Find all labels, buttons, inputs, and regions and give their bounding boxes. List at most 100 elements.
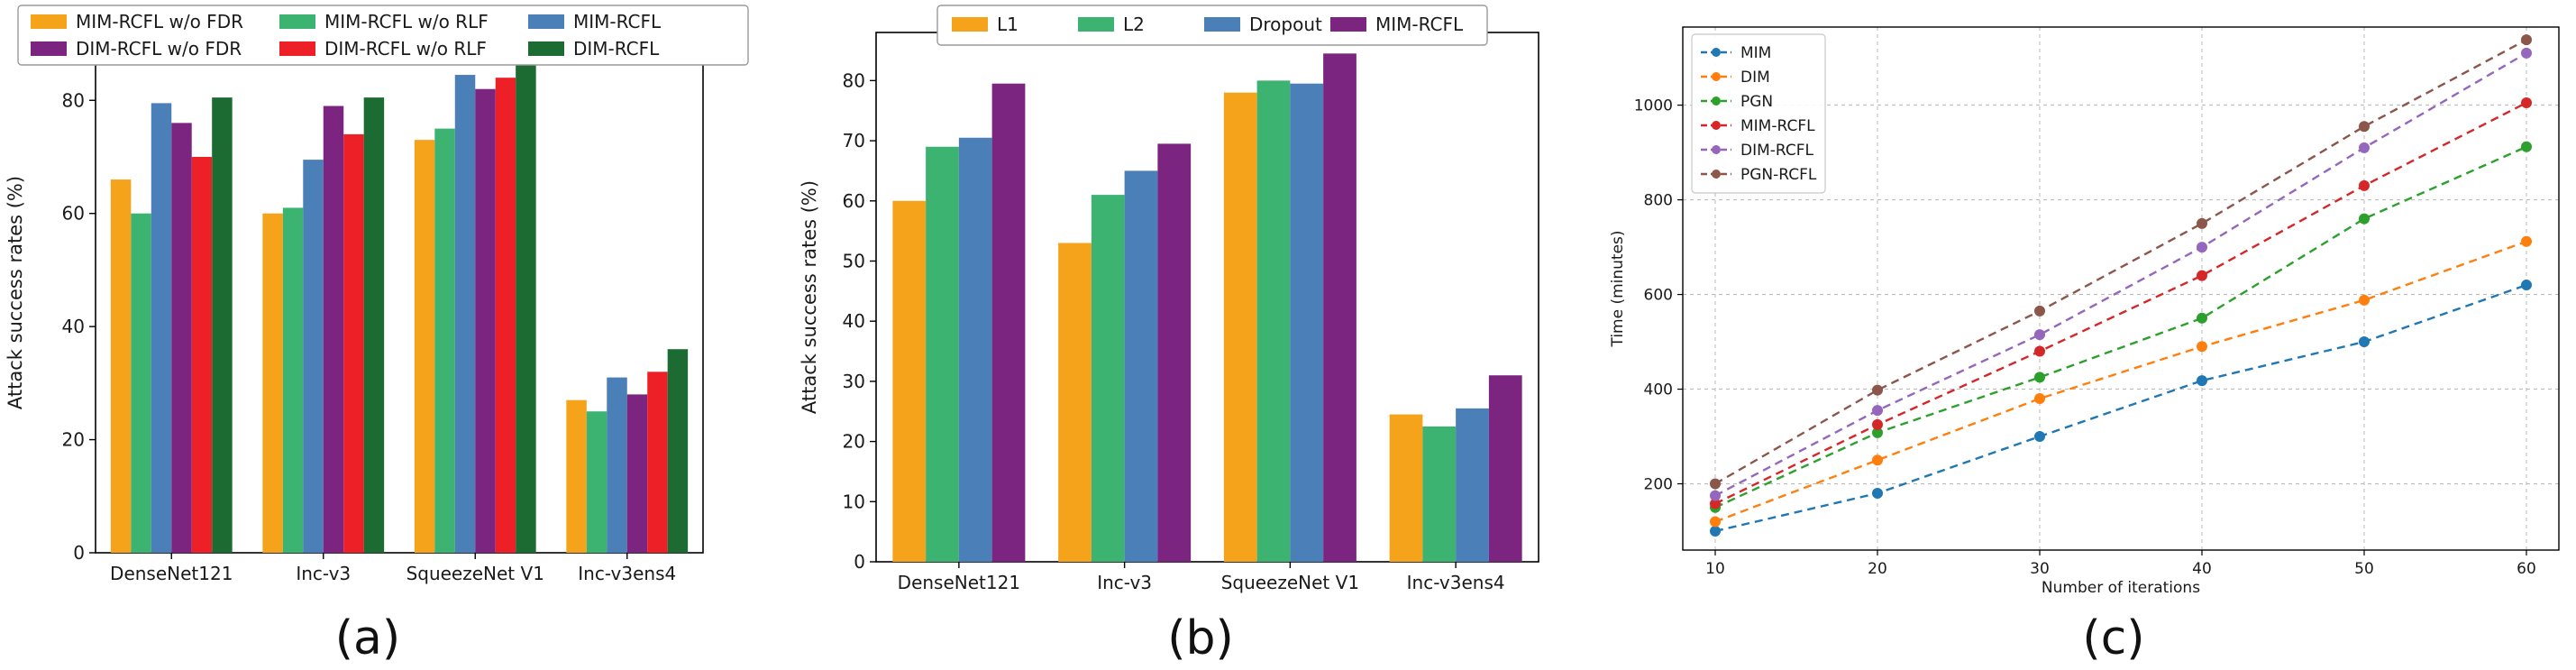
legend-swatch-2 bbox=[1204, 17, 1240, 32]
bar-mim-rcfl-3 bbox=[1488, 375, 1522, 562]
bar-dim-rcfl-w-o-rlf-1 bbox=[343, 133, 364, 553]
legend-marker-0 bbox=[1712, 48, 1721, 57]
panel-a: 0 20 40 60 80 DenseNet121 Inc-v3 SqueezeNet V1 I… bbox=[5, 5, 749, 665]
bar-mim-rcfl-w-o-rlf-0 bbox=[131, 213, 151, 553]
legend-label-1: L2 bbox=[1123, 14, 1145, 35]
bar-mim-rcfl-w-o-fdr-0 bbox=[110, 179, 132, 553]
panel-caption: (c) bbox=[2082, 611, 2144, 665]
x-tick-label: Inc-v3ens4 bbox=[1407, 572, 1505, 593]
legend-marker-1 bbox=[1712, 72, 1721, 81]
series-line-pgn bbox=[1714, 145, 2527, 509]
legend-label-2: Dropout bbox=[1249, 14, 1322, 35]
x-tick-label: Inc-v3 bbox=[1097, 572, 1152, 593]
legend-marker-5 bbox=[1712, 170, 1721, 179]
plot-frame bbox=[1682, 26, 2560, 551]
legend-label-0: MIM-RCFL w/o FDR bbox=[76, 11, 243, 32]
point-pgn-rcfl-4 bbox=[2359, 121, 2370, 133]
legend-label-3: DIM-RCFL w/o FDR bbox=[76, 38, 242, 60]
bar-dim-rcfl-w-o-fdr-1 bbox=[323, 106, 344, 553]
legend-label-5: DIM-RCFL bbox=[573, 38, 660, 60]
bar-dropout-0 bbox=[958, 137, 992, 563]
point-dim-rcfl-4 bbox=[2359, 142, 2370, 153]
point-dim-rcfl-1 bbox=[1872, 405, 1883, 417]
bar-l1-1 bbox=[1058, 243, 1092, 562]
point-mim-2 bbox=[2034, 431, 2045, 443]
panel-caption: (b) bbox=[1167, 611, 1234, 665]
point-dim-0 bbox=[1710, 516, 1721, 528]
panel-b: 0 10 20 30 40 50 60 70 80 DenseNet121 Inc-v3 Squeez… bbox=[799, 5, 1539, 665]
x-tick-label: 20 bbox=[1868, 560, 1887, 578]
legend-box bbox=[1691, 33, 1826, 194]
bar-dim-rcfl-2 bbox=[516, 51, 536, 553]
bar-dim-rcfl-w-o-fdr-0 bbox=[171, 123, 192, 553]
point-mim-1 bbox=[1872, 488, 1883, 500]
bar-l1-2 bbox=[1223, 92, 1257, 562]
bar-mim-rcfl-0 bbox=[991, 83, 1026, 562]
bar-dropout-3 bbox=[1456, 408, 1489, 562]
bar-mim-rcfl-w-o-rlf-1 bbox=[282, 207, 304, 554]
y-tick-label: 1000 bbox=[1634, 97, 1673, 115]
bar-dim-rcfl-w-o-fdr-2 bbox=[475, 88, 496, 554]
bar-mim-rcfl-1 bbox=[303, 160, 324, 554]
legend-label-1: DIM bbox=[1740, 69, 1770, 87]
x-tick-label: SqueezeNet V1 bbox=[1221, 572, 1359, 593]
bar-mim-rcfl-2 bbox=[1323, 53, 1357, 563]
bar-dim-rcfl-w-o-fdr-3 bbox=[626, 394, 648, 553]
point-mim-rcfl-5 bbox=[2521, 96, 2532, 108]
y-tick-label: 40 bbox=[843, 310, 865, 332]
y-tick-label: 400 bbox=[1644, 381, 1673, 399]
point-mim-3 bbox=[2197, 375, 2207, 387]
y-tick-label: 0 bbox=[854, 551, 865, 573]
point-pgn-1 bbox=[1872, 427, 1883, 438]
point-pgn-rcfl-2 bbox=[2034, 305, 2045, 317]
y-tick-label: 10 bbox=[843, 491, 865, 512]
point-mim-4 bbox=[2359, 336, 2370, 348]
y-axis-label: Attack success rates (%) bbox=[799, 180, 820, 414]
point-mim-0 bbox=[1710, 526, 1721, 537]
x-tick-label: DenseNet121 bbox=[110, 563, 233, 584]
x-tick-label: 40 bbox=[2192, 560, 2212, 578]
bar-l2-2 bbox=[1256, 80, 1291, 563]
x-tick-label: SqueezeNet V1 bbox=[406, 563, 544, 584]
point-dim-5 bbox=[2521, 235, 2532, 247]
x-tick-label: DenseNet121 bbox=[898, 572, 1020, 593]
x-tick-label: 50 bbox=[2354, 560, 2374, 578]
point-dim-rcfl-5 bbox=[2521, 47, 2532, 59]
y-tick-label: 40 bbox=[62, 316, 85, 337]
bar-mim-rcfl-w-o-rlf-2 bbox=[434, 128, 455, 553]
legend-marker-3 bbox=[1712, 121, 1721, 130]
bar-dropout-2 bbox=[1290, 83, 1324, 562]
bar-l2-1 bbox=[1091, 195, 1125, 562]
point-pgn-4 bbox=[2359, 213, 2370, 225]
legend-label-0: L1 bbox=[997, 14, 1019, 35]
point-pgn-3 bbox=[2197, 312, 2207, 324]
panel-c: 10 20 30 40 50 60 200 400 600 800 1000 Number of it… bbox=[1609, 26, 2560, 665]
legend-swatch-3 bbox=[1330, 17, 1366, 32]
point-mim-rcfl-4 bbox=[2359, 179, 2370, 191]
point-mim-rcfl-3 bbox=[2197, 270, 2207, 281]
point-dim-4 bbox=[2359, 294, 2370, 306]
bar-dim-rcfl-3 bbox=[667, 349, 689, 553]
legend-swatch-0 bbox=[952, 17, 988, 32]
series-line-dim-rcfl bbox=[1714, 51, 2527, 497]
point-pgn-rcfl-1 bbox=[1872, 384, 1883, 396]
bar-mim-rcfl-3 bbox=[607, 377, 627, 553]
bar-mim-rcfl-w-o-fdr-2 bbox=[414, 140, 435, 553]
legend-label-4: DIM-RCFL w/o RLF bbox=[324, 38, 487, 60]
y-tick-label: 80 bbox=[843, 69, 865, 91]
y-tick-label: 50 bbox=[843, 250, 865, 271]
legend-label-3: MIM-RCFL bbox=[1740, 117, 1815, 135]
y-tick-label: 60 bbox=[62, 203, 85, 225]
point-pgn-rcfl-0 bbox=[1710, 478, 1721, 490]
bar-mim-rcfl-w-o-fdr-1 bbox=[262, 213, 283, 553]
bar-dim-rcfl-w-o-rlf-3 bbox=[647, 372, 668, 553]
y-tick-label: 80 bbox=[62, 89, 85, 111]
legend-label-3: MIM-RCFL bbox=[1375, 14, 1464, 35]
x-axis-label: Number of iterations bbox=[2042, 579, 2200, 597]
legend-label-2: PGN bbox=[1740, 93, 1773, 111]
panel-caption: (a) bbox=[335, 611, 400, 665]
bar-dim-rcfl-w-o-rlf-0 bbox=[191, 156, 213, 554]
bar-dim-rcfl-0 bbox=[212, 97, 233, 554]
legend-marker-4 bbox=[1712, 145, 1721, 154]
bar-mim-rcfl-w-o-fdr-3 bbox=[566, 399, 587, 553]
